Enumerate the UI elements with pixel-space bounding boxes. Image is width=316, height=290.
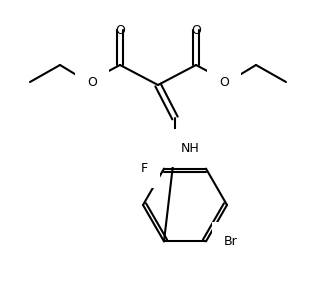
- Text: Br: Br: [224, 235, 238, 248]
- Text: O: O: [87, 75, 97, 88]
- Text: F: F: [141, 162, 148, 175]
- Text: NH: NH: [181, 142, 200, 155]
- Text: O: O: [115, 23, 125, 37]
- Text: O: O: [219, 75, 229, 88]
- Text: O: O: [191, 23, 201, 37]
